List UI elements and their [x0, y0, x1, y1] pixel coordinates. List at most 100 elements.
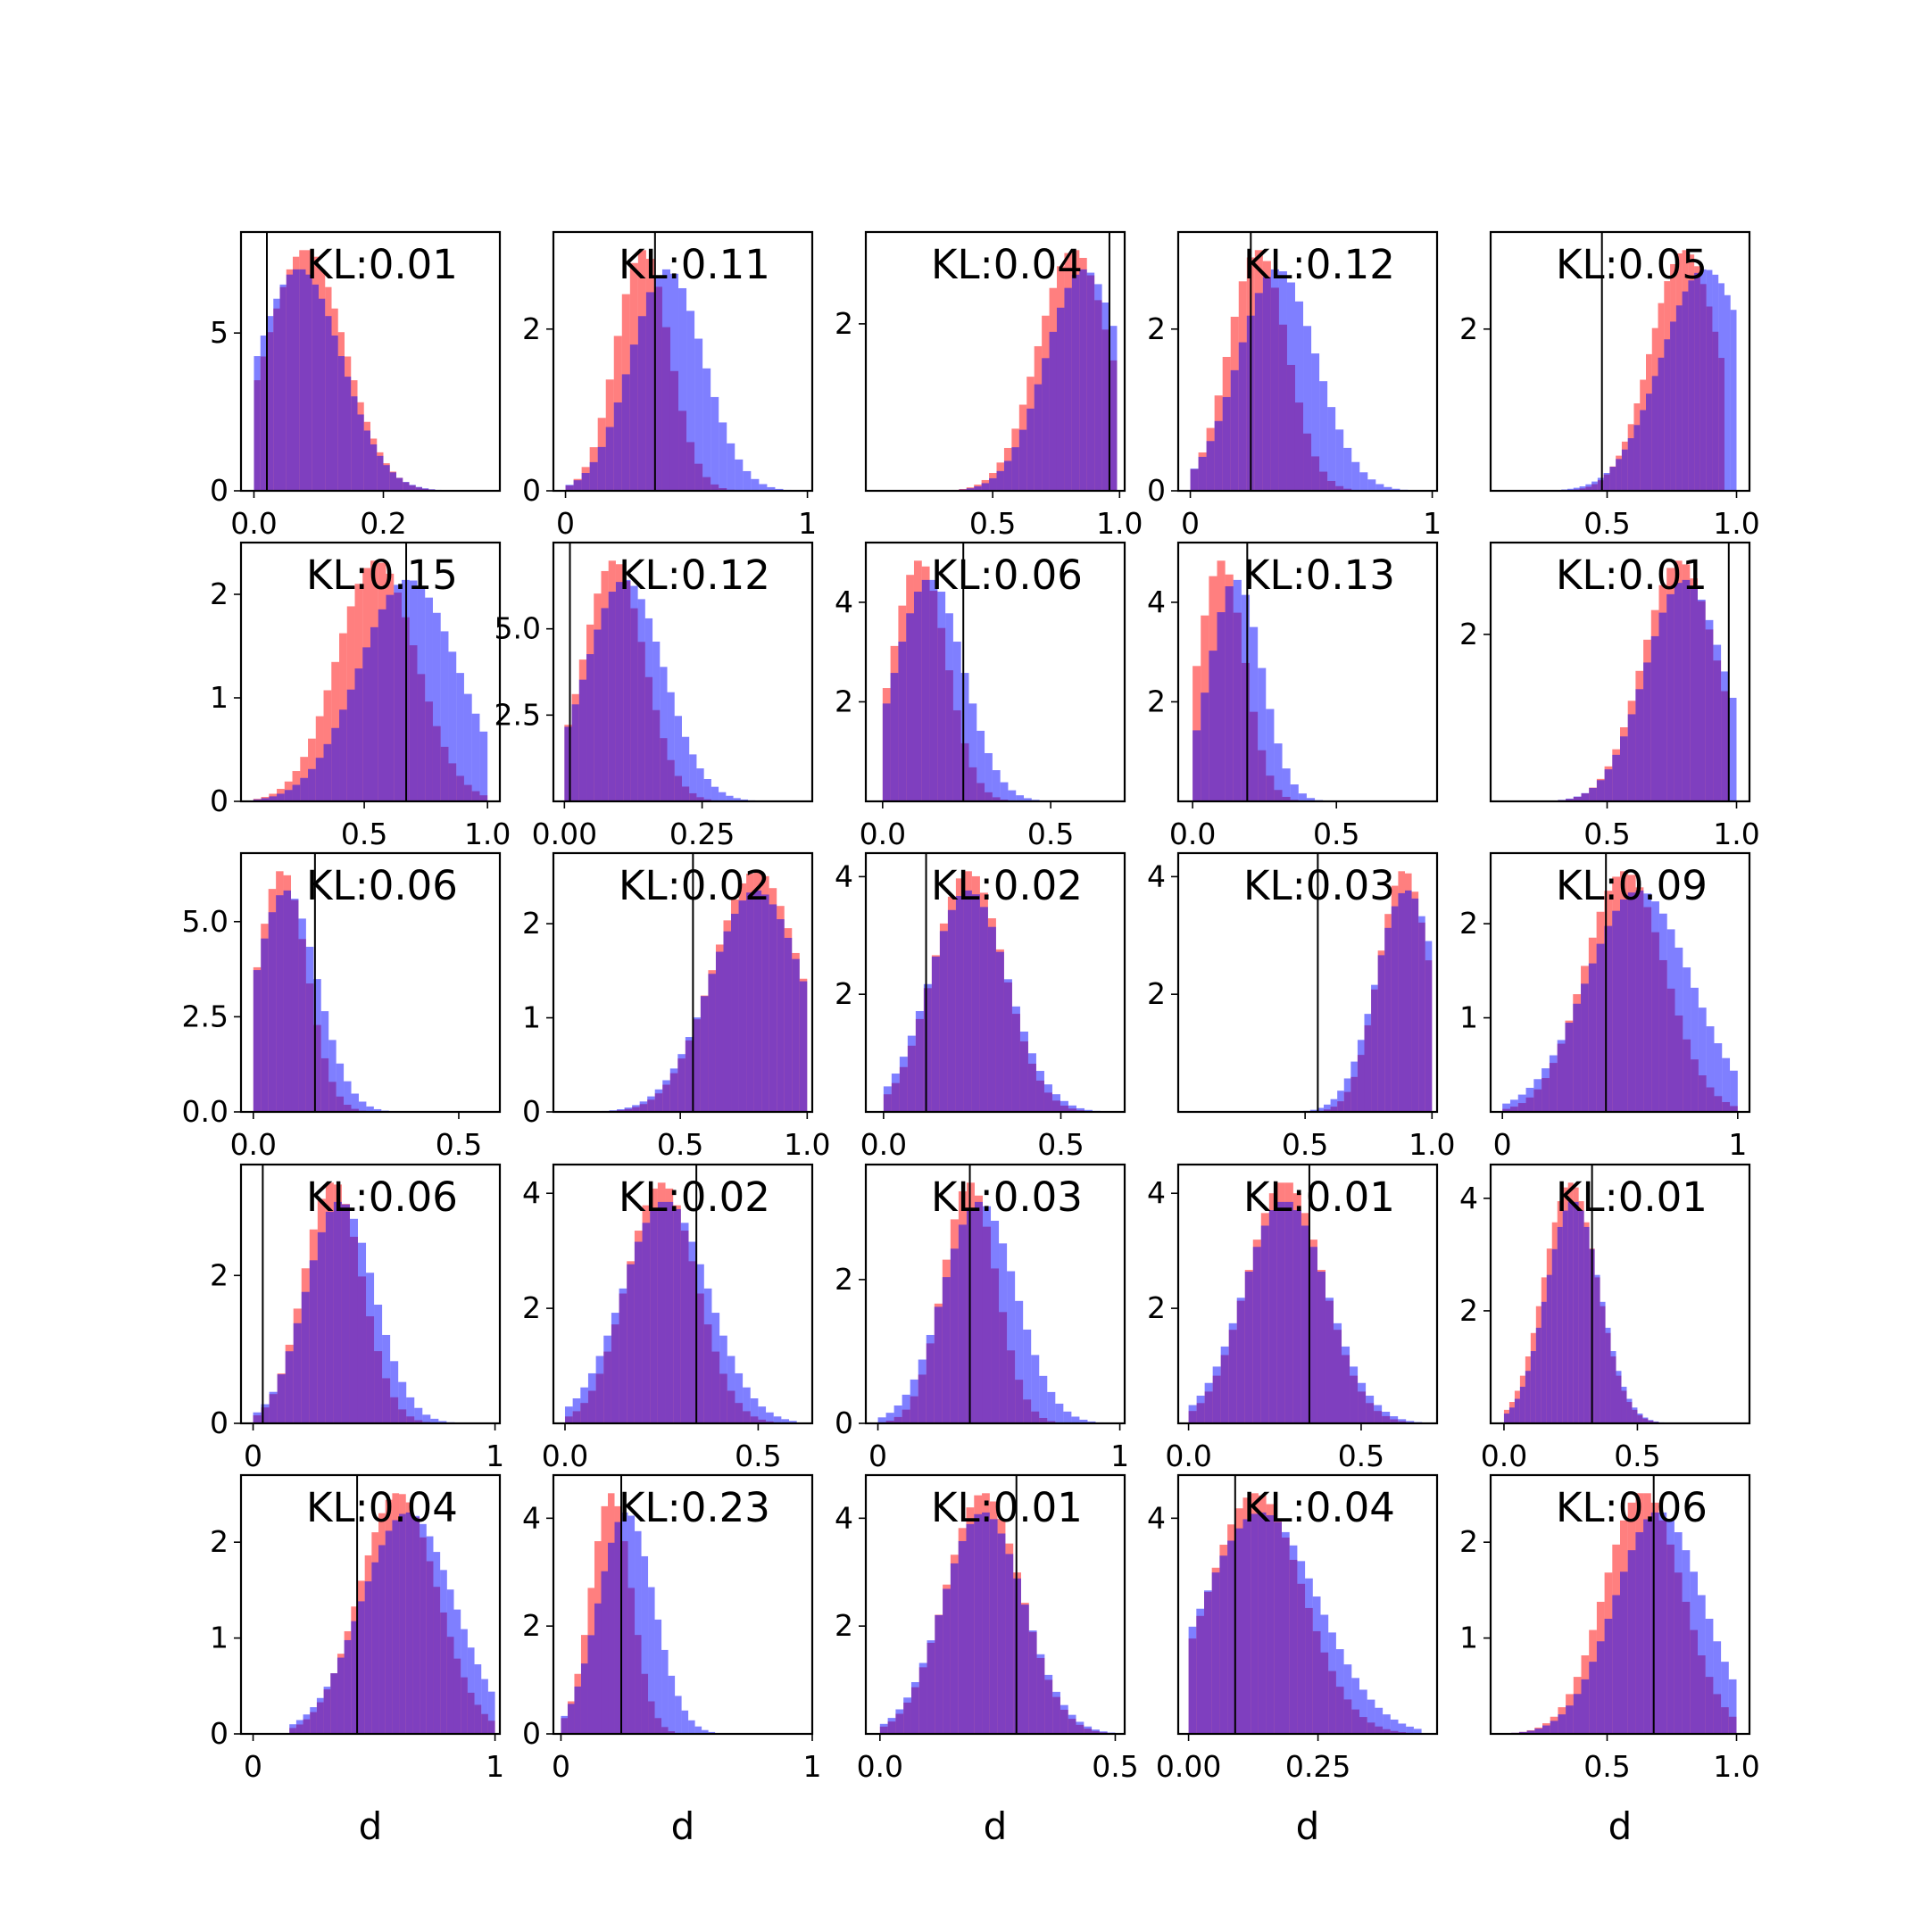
x-tick-label: 0.0: [1165, 1439, 1211, 1473]
bar-blue: [1582, 793, 1590, 801]
bar-blue: [479, 732, 487, 801]
bar-blue: [581, 1663, 588, 1734]
bar-blue: [1667, 929, 1675, 1112]
bar-blue: [635, 1242, 643, 1423]
bar-blue: [1344, 1078, 1351, 1112]
bar-blue: [964, 891, 972, 1112]
bar-blue: [359, 1101, 366, 1112]
bar-blue: [1399, 1723, 1407, 1734]
bar-blue: [1574, 1202, 1579, 1423]
bar-blue: [371, 1563, 378, 1734]
bar-blue: [1659, 914, 1667, 1112]
x-tick-label: 1: [803, 1749, 822, 1784]
bar-blue: [668, 692, 675, 801]
x-tick-label: 0.5: [1583, 817, 1630, 851]
bar-blue: [616, 582, 623, 801]
bar-blue: [1267, 1515, 1275, 1734]
bar-blue: [398, 1382, 406, 1423]
bar-blue: [370, 444, 377, 491]
bar-blue: [269, 912, 276, 1112]
bar-blue: [1542, 1302, 1547, 1423]
bar-blue: [273, 299, 279, 491]
bar-blue: [1039, 1376, 1047, 1423]
y-tick-label: 0: [210, 784, 229, 818]
bar-blue: [1193, 730, 1201, 801]
x-tick-label: 0.5: [1313, 817, 1359, 851]
y-tick-label: 2: [1147, 684, 1166, 718]
x-tick-label: 0.5: [735, 1439, 781, 1473]
bar-blue: [1109, 326, 1117, 491]
bar-blue: [1213, 1366, 1221, 1423]
bar-blue: [1378, 955, 1385, 1112]
bar-blue: [1712, 275, 1718, 491]
bar-blue: [377, 456, 383, 491]
bar-blue: [988, 927, 996, 1112]
bar-blue: [1199, 457, 1207, 491]
bar-blue: [686, 1037, 694, 1112]
x-tick-label: 0.0: [857, 1749, 903, 1784]
bar-blue: [943, 1277, 951, 1423]
x-tick-label: 1: [1110, 1439, 1129, 1473]
bar-blue: [1675, 948, 1683, 1112]
y-tick-label: 4: [1147, 858, 1166, 893]
bar-blue: [1688, 280, 1694, 491]
bar-blue: [366, 1273, 374, 1423]
y-tick-label: 2: [1459, 906, 1478, 941]
bar-blue: [1597, 780, 1605, 801]
bar-blue: [278, 1374, 286, 1423]
bar-blue: [1589, 1662, 1597, 1734]
bar-blue: [1604, 473, 1610, 491]
bar-blue: [1637, 1414, 1642, 1423]
bar-blue: [1277, 1202, 1285, 1423]
bar-blue: [645, 618, 652, 801]
bar-blue: [693, 1017, 701, 1112]
bar-blue: [1358, 1040, 1365, 1112]
bar-blue: [673, 1209, 681, 1423]
bar-blue: [766, 1413, 774, 1423]
bar-blue: [1574, 1694, 1582, 1734]
y-tick-label: 4: [835, 1500, 853, 1535]
bar-blue: [261, 939, 268, 1112]
y-tick-label: 1: [210, 1621, 229, 1655]
bar-blue: [1052, 1094, 1060, 1112]
bar-blue: [1358, 1383, 1366, 1423]
bar-blue: [352, 1093, 359, 1112]
bar-blue: [1004, 460, 1011, 491]
bar-blue: [1582, 1679, 1590, 1734]
bar-blue: [1612, 1595, 1620, 1734]
bar-blue: [475, 1664, 482, 1734]
x-tick-label: 0: [244, 1439, 262, 1473]
bar-blue: [1334, 1323, 1342, 1423]
bar-blue: [324, 744, 332, 801]
y-tick-label: 4: [522, 1175, 541, 1210]
bar-blue: [688, 1242, 696, 1423]
bar-blue: [956, 896, 964, 1112]
bar-blue: [425, 598, 433, 801]
bar-blue: [1547, 1275, 1552, 1423]
bar-blue: [918, 1360, 927, 1423]
bar-blue: [1635, 1532, 1643, 1734]
bar-blue: [1250, 627, 1258, 801]
bar-blue: [628, 1515, 636, 1734]
bar-blue: [1591, 482, 1598, 491]
bar-blue: [892, 1074, 900, 1112]
y-tick-label: 2: [835, 1608, 853, 1643]
bar-blue: [996, 952, 1004, 1112]
bar-blue: [891, 673, 899, 801]
bar-blue: [880, 1724, 888, 1734]
bar-blue: [1628, 1550, 1636, 1734]
bar-blue: [1707, 270, 1713, 491]
bar-blue: [886, 1413, 894, 1423]
bar-blue: [1616, 1371, 1622, 1423]
bar-blue: [758, 1406, 766, 1423]
bar-blue: [1628, 892, 1636, 1112]
bar-blue: [302, 1292, 310, 1423]
bar-blue: [384, 465, 390, 491]
kl-annotation: KL:0.01: [306, 241, 458, 288]
y-tick-label: 2.5: [494, 697, 541, 732]
bar-blue: [1558, 1714, 1566, 1734]
bar-blue: [669, 1676, 676, 1734]
bar-blue: [922, 580, 930, 801]
x-tick-label: 0.25: [669, 817, 735, 851]
